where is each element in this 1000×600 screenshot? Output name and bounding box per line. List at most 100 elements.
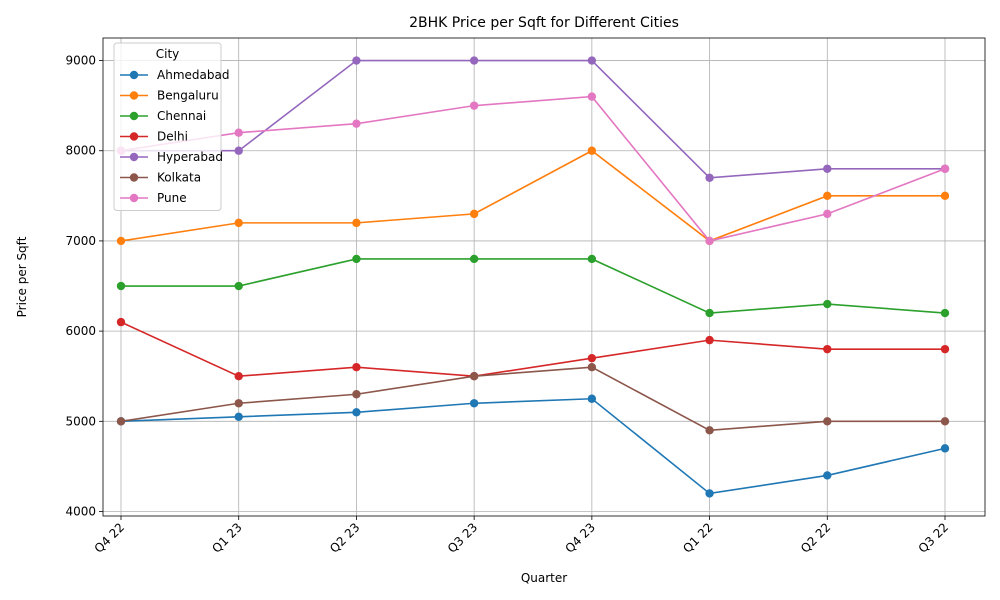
data-point	[940, 444, 950, 453]
data-point	[587, 92, 597, 101]
plot-frame	[102, 37, 986, 517]
series-line	[120, 397, 946, 495]
legend-swatch-marker	[129, 132, 139, 141]
series-ahmedabad	[116, 394, 950, 498]
legend-item-chennai[interactable]: Chennai	[120, 109, 206, 123]
data-point	[116, 281, 126, 291]
data-point	[469, 209, 479, 219]
legend-swatch-marker	[129, 91, 139, 100]
data-point	[940, 191, 950, 201]
legend-label: Pune	[157, 191, 187, 205]
series-layer	[116, 56, 950, 498]
data-point	[823, 299, 832, 309]
data-point	[234, 399, 243, 408]
data-point	[587, 146, 597, 155]
data-point	[116, 417, 126, 426]
data-point	[587, 394, 597, 403]
x-axis-label: Quarter	[521, 571, 567, 585]
x-tick-label: Q4 23	[563, 520, 598, 555]
legend-label: Chennai	[157, 109, 206, 123]
legend-item-kolkata[interactable]: Kolkata	[120, 171, 201, 185]
legend-label: Bengaluru	[157, 89, 219, 103]
data-point	[469, 399, 479, 408]
data-point	[469, 254, 479, 264]
data-point	[705, 308, 714, 318]
grid	[103, 38, 985, 516]
data-point	[587, 254, 597, 264]
data-point	[587, 362, 597, 372]
y-tick-label: 8000	[65, 144, 96, 158]
x-tick-label: Q1 23	[209, 520, 244, 555]
x-tick-label: Q2 23	[327, 520, 362, 555]
series-line	[120, 321, 945, 378]
data-point	[234, 128, 243, 137]
data-point	[587, 353, 597, 363]
y-tick-label: 6000	[65, 324, 96, 338]
series-hyperabad	[116, 56, 950, 182]
series-line	[120, 366, 945, 432]
chart-title: 2BHK Price per Sqft for Different Cities	[409, 15, 679, 31]
x-tick-label: Q4 22	[92, 520, 127, 555]
x-tick-label: Q2 22	[798, 520, 833, 555]
data-point	[823, 344, 832, 354]
legend-label: Kolkata	[157, 171, 201, 185]
data-point	[823, 471, 832, 480]
legend-label: Delhi	[157, 130, 188, 144]
legend-item-hyperabad[interactable]: Hyperabad	[120, 150, 223, 164]
data-point	[705, 236, 714, 246]
data-point	[469, 56, 479, 65]
data-point	[940, 344, 950, 354]
legend-label: Hyperabad	[157, 150, 223, 164]
data-point	[234, 372, 243, 381]
y-tick-label: 4000	[65, 504, 96, 518]
data-point	[352, 254, 361, 264]
data-point	[823, 191, 832, 201]
data-point	[352, 119, 361, 128]
legend-swatch-marker	[129, 173, 139, 182]
y-axis-label: Price per Sqft	[15, 236, 29, 317]
data-point	[352, 362, 361, 372]
legend-swatch-marker	[129, 152, 139, 162]
data-point	[469, 372, 479, 381]
legend-item-delhi[interactable]: Delhi	[120, 130, 188, 144]
data-point	[823, 164, 832, 173]
x-tick-label: Q3 22	[916, 520, 951, 555]
series-chennai	[116, 254, 950, 318]
legend-box	[113, 42, 222, 211]
data-point	[940, 417, 950, 426]
data-point	[234, 412, 243, 421]
data-point	[823, 417, 832, 426]
data-point	[705, 426, 714, 435]
data-point	[940, 164, 950, 173]
data-point	[352, 390, 361, 399]
legend-items: Ahmedabad Bengaluru Chennai Delhi Hyperabad K…	[120, 68, 229, 205]
legend-label: Ahmedabad	[157, 68, 229, 82]
legend-item-ahmedabad[interactable]: Ahmedabad	[120, 68, 229, 82]
series-line	[120, 95, 946, 242]
legend-swatch-marker	[129, 111, 139, 121]
legend-item-bengaluru[interactable]: Bengaluru	[120, 89, 219, 103]
x-tick-label: Q1 22	[680, 520, 715, 555]
series-line	[121, 258, 946, 314]
legend-swatch-marker	[129, 193, 139, 203]
series-bengaluru	[116, 146, 950, 246]
data-point	[823, 209, 832, 219]
data-point	[352, 408, 361, 417]
series-line	[120, 149, 945, 242]
data-point	[587, 56, 597, 65]
x-tick-label: Q3 23	[445, 520, 480, 555]
legend-title: City	[156, 47, 180, 61]
data-point	[940, 308, 950, 318]
data-point	[469, 101, 479, 110]
data-point	[116, 236, 126, 246]
legend[interactable]: City Ahmedabad Bengaluru Chennai Delhi Hyper…	[113, 42, 229, 211]
data-point	[234, 281, 243, 291]
data-point	[234, 218, 243, 228]
y-tick-label: 7000	[65, 234, 96, 248]
data-point	[352, 218, 361, 228]
data-point	[705, 489, 714, 498]
data-point	[705, 335, 714, 345]
data-point	[116, 317, 126, 327]
legend-item-pune[interactable]: Pune	[120, 191, 187, 205]
